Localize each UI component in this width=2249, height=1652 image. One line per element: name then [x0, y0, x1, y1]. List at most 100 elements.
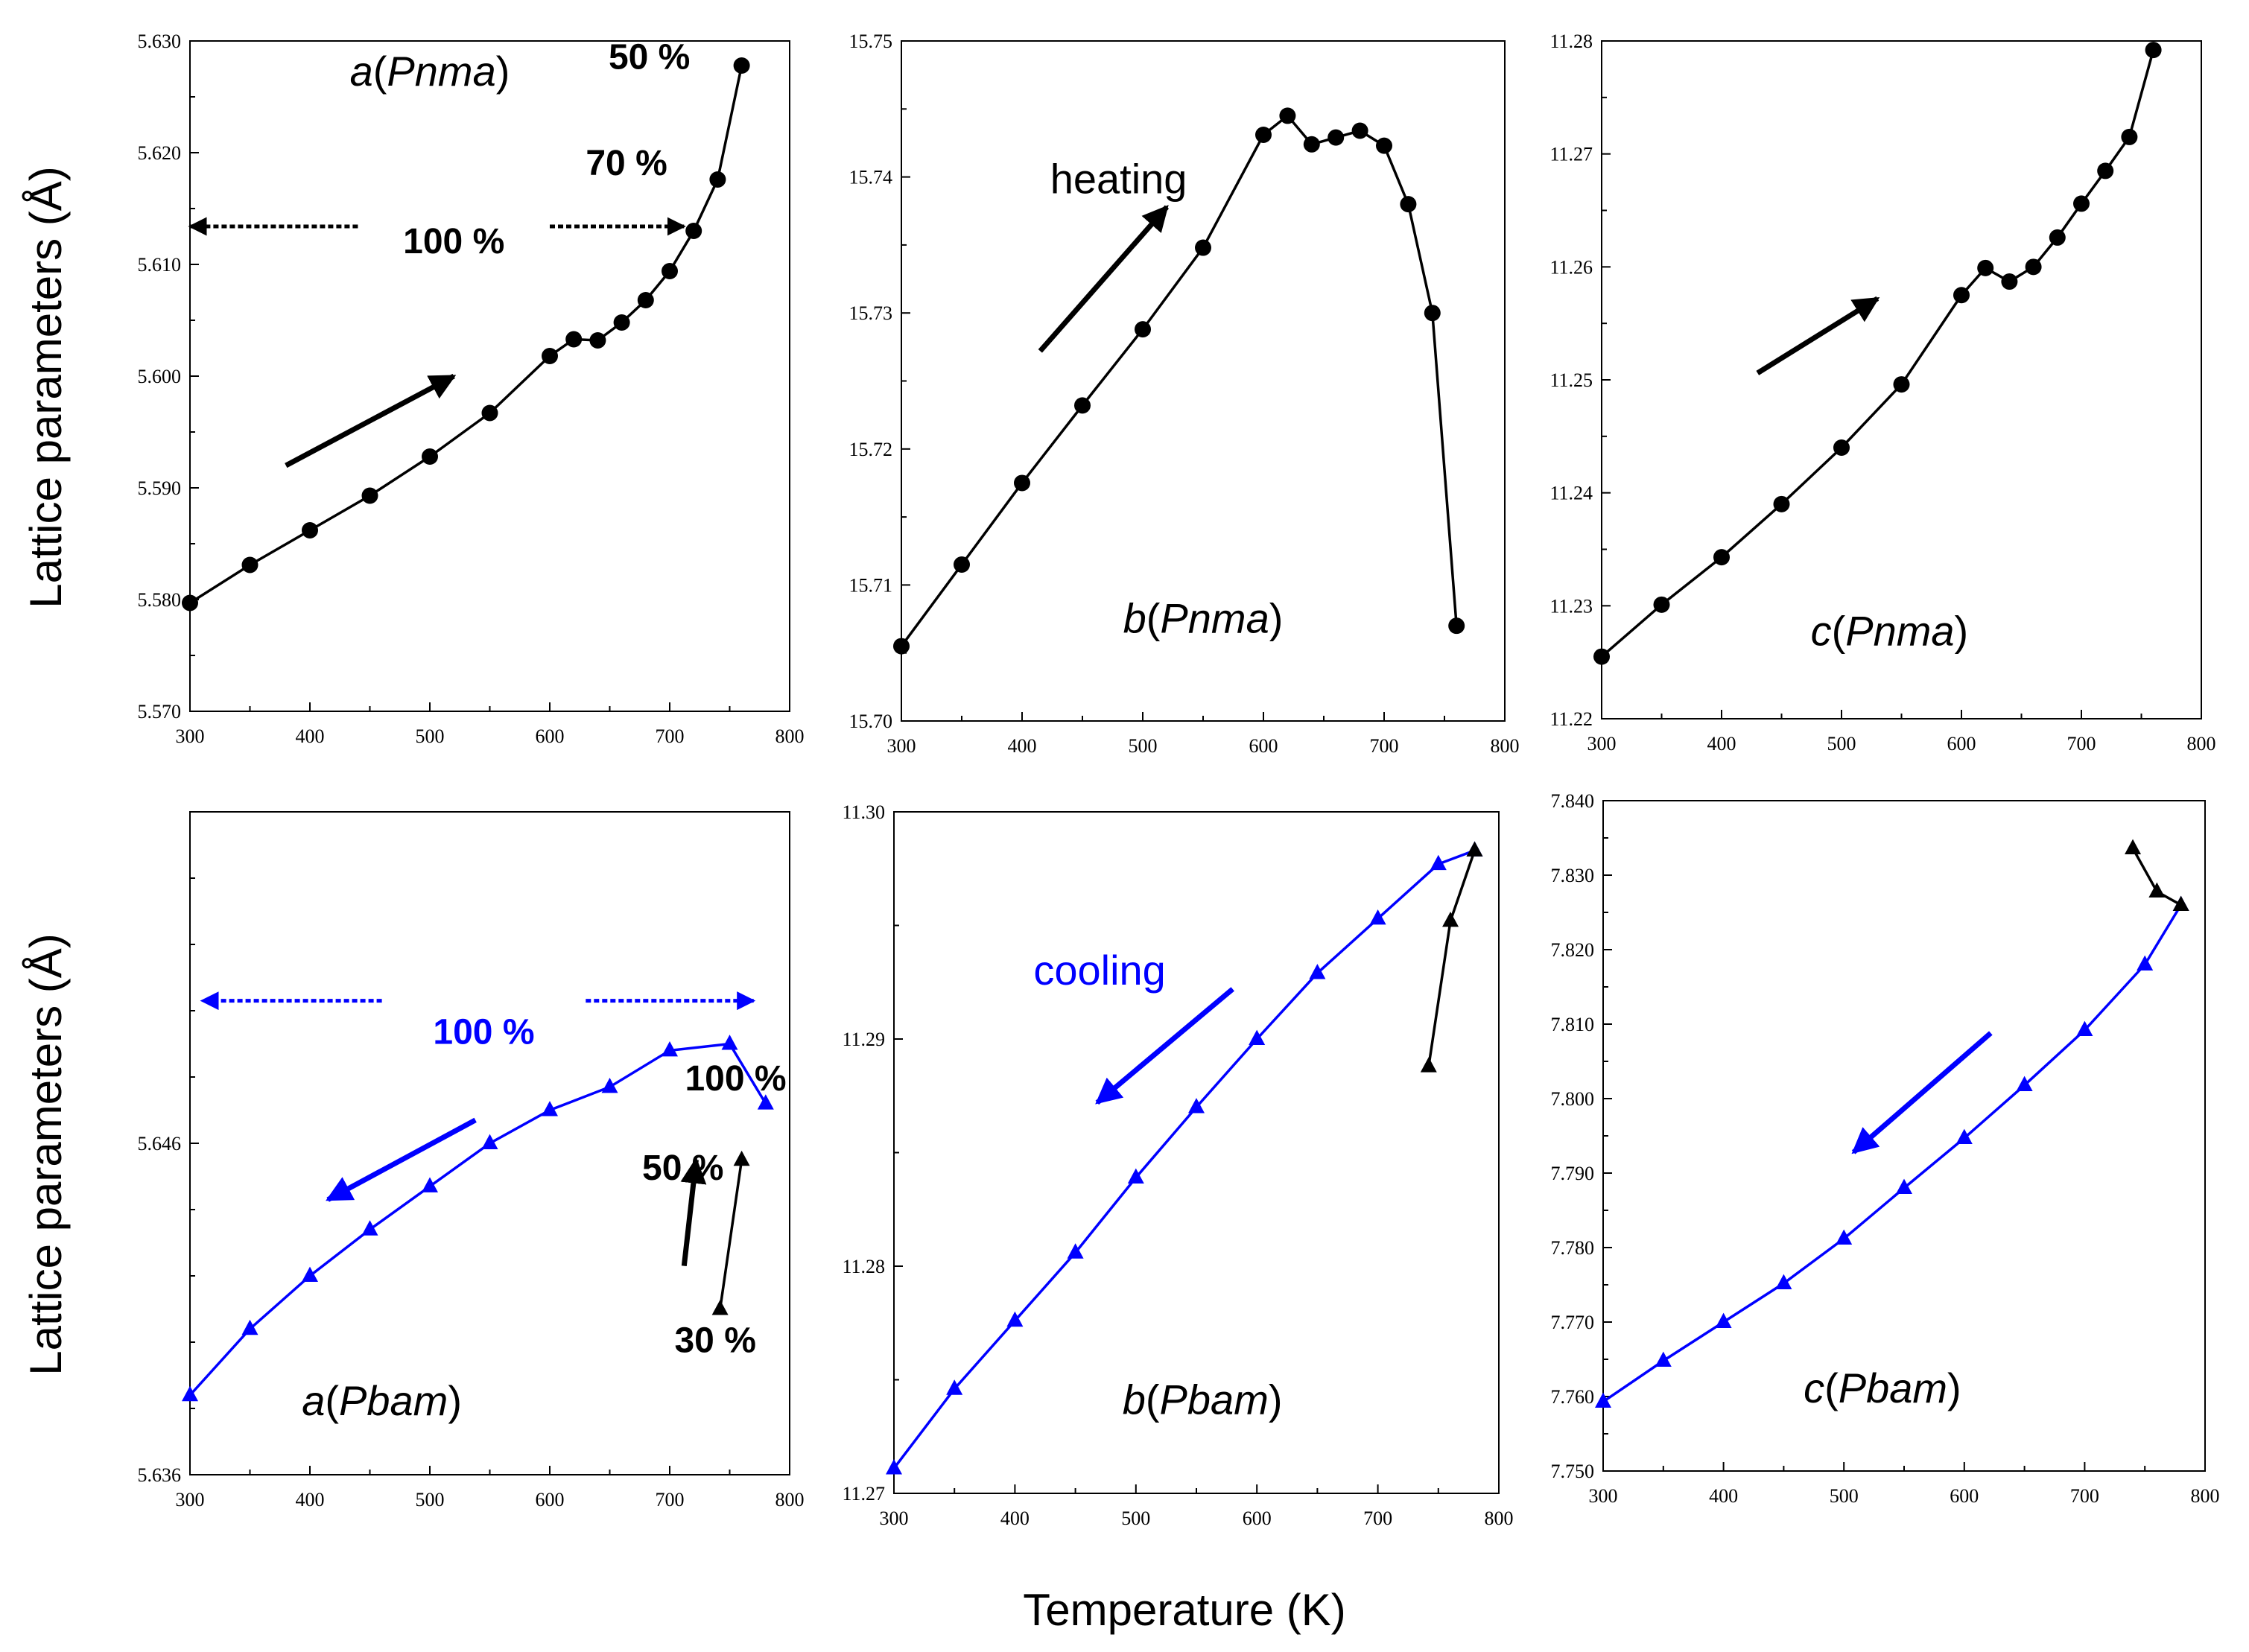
- y-tick-label: 5.630: [138, 31, 182, 52]
- annotation-label: 50 %: [642, 1149, 723, 1188]
- data-point: [733, 1150, 750, 1166]
- panel-title: a(Pbam): [302, 1377, 462, 1424]
- y-tick-label: 7.810: [1551, 1014, 1595, 1035]
- y-tick-label: 11.27: [1549, 144, 1593, 165]
- data-point: [2172, 895, 2189, 911]
- data-point: [422, 448, 438, 465]
- y-tick-label: 5.600: [138, 366, 182, 387]
- data-point: [1006, 1311, 1024, 1327]
- data-point: [241, 1319, 258, 1335]
- data-point: [1715, 1312, 1732, 1328]
- chart-panel-b-pnma: 300 400 500 600 700 800 15.70 15.71 15.72 15.73 15…: [849, 31, 1520, 757]
- data-point: [1833, 439, 1850, 456]
- data-point: [1351, 122, 1368, 139]
- y-tick-label: 11.28: [1549, 31, 1593, 52]
- data-point: [2001, 273, 2018, 290]
- data-point: [2148, 882, 2166, 898]
- data-point: [1448, 617, 1465, 635]
- annotation-label: 50 %: [609, 38, 690, 77]
- data-point: [302, 1266, 318, 1282]
- x-axis-label: Temperature (K): [1023, 1585, 1345, 1635]
- data-point: [1014, 474, 1030, 492]
- chart-panel-a-pnma: 300 400 500 600 700 800 5.570 5.580 5.590 5.600 5.…: [138, 31, 805, 747]
- data-point: [1655, 1351, 1672, 1367]
- data-point: [946, 1379, 963, 1395]
- data-point: [637, 292, 654, 308]
- data-point: [2016, 1076, 2033, 1091]
- data-point: [1593, 648, 1610, 665]
- x-tick-label: 500: [1129, 735, 1158, 757]
- x-tick-label: 700: [656, 1489, 685, 1510]
- data-point: [886, 1459, 902, 1475]
- y-axis-label-top: Lattice parameters (Å): [21, 166, 71, 609]
- x-tick-label: 800: [2187, 733, 2216, 754]
- data-point: [1067, 1243, 1084, 1259]
- data-point: [1135, 321, 1151, 338]
- annotation-label: 100 %: [685, 1059, 786, 1099]
- x-tick-label: 700: [1363, 1508, 1392, 1529]
- data-point: [1896, 1178, 1912, 1194]
- y-tick-label: 15.72: [849, 439, 893, 460]
- y-tick-label: 15.75: [849, 31, 893, 52]
- y-tick-label: 7.780: [1551, 1237, 1595, 1259]
- x-tick-label: 400: [296, 725, 325, 747]
- x-tick-label: 400: [1709, 1485, 1738, 1507]
- trend-arrow: [1038, 205, 1170, 353]
- y-tick-label: 7.770: [1551, 1312, 1595, 1333]
- y-tick-label: 15.73: [849, 302, 893, 324]
- x-tick-label: 700: [2067, 733, 2096, 754]
- data-point: [1127, 1168, 1144, 1184]
- data-point: [589, 332, 606, 349]
- x-tick-label: 400: [1000, 1508, 1030, 1529]
- x-tick-label: 700: [656, 725, 685, 747]
- x-tick-label: 400: [1008, 735, 1037, 757]
- data-point: [1255, 126, 1272, 143]
- data-point: [2121, 128, 2138, 145]
- y-tick-label: 5.590: [138, 477, 182, 499]
- data-point: [542, 1101, 558, 1116]
- data-point: [2025, 258, 2042, 276]
- y-tick-label: 5.610: [138, 254, 182, 276]
- data-point: [1420, 1057, 1437, 1073]
- y-tick-label: 7.840: [1551, 790, 1595, 812]
- data-point: [2049, 229, 2066, 246]
- x-tick-label: 500: [1121, 1508, 1150, 1529]
- data-point: [1775, 1274, 1792, 1289]
- chart-panel-b-pbam: 300 400 500 600 700 800 11.27 11.28 11.29 11.30 co…: [842, 801, 1513, 1529]
- y-tick-label: 11.28: [842, 1256, 885, 1277]
- y-tick-label: 15.70: [849, 711, 893, 732]
- data-point: [662, 263, 678, 279]
- x-tick-label: 600: [536, 1489, 565, 1510]
- y-tick-label: 5.620: [138, 142, 182, 164]
- y-tick-label: 5.636: [138, 1464, 182, 1486]
- x-tick-label: 800: [775, 1489, 805, 1510]
- data-point: [1713, 549, 1730, 566]
- data-point: [361, 1220, 378, 1236]
- x-tick-label: 600: [1249, 735, 1278, 757]
- data-point: [182, 1385, 198, 1402]
- trend-arrow: [326, 1117, 477, 1202]
- x-tick-label: 700: [2070, 1485, 2099, 1507]
- x-tick-label: 600: [1947, 733, 1976, 754]
- data-point: [757, 1094, 774, 1110]
- annotation-label: 30 %: [674, 1321, 755, 1360]
- y-tick-label: 11.24: [1549, 483, 1593, 504]
- panel-title: a(Pnma): [350, 48, 510, 95]
- x-tick-label: 300: [880, 1508, 909, 1529]
- trend-arrow: [1756, 296, 1880, 375]
- chart-panel-c-pnma: 300 400 500 600 700 800 11.22 11.23 11.24 11.25 11…: [1549, 31, 2215, 754]
- panel-title: c(Pbam): [1804, 1365, 1961, 1411]
- x-tick-label: 400: [1707, 733, 1736, 754]
- y-tick-label: 7.820: [1551, 939, 1595, 961]
- series-line-heating-transition: [718, 1159, 743, 1309]
- data-point: [1893, 376, 1910, 393]
- data-point: [1595, 1392, 1611, 1408]
- data-point: [1188, 1098, 1205, 1113]
- data-point: [1249, 1029, 1266, 1045]
- series-line-heating-transition: [1427, 850, 1476, 1067]
- data-point: [565, 331, 583, 348]
- data-point: [1442, 912, 1459, 927]
- data-point: [302, 522, 318, 539]
- data-point: [1955, 1128, 1973, 1144]
